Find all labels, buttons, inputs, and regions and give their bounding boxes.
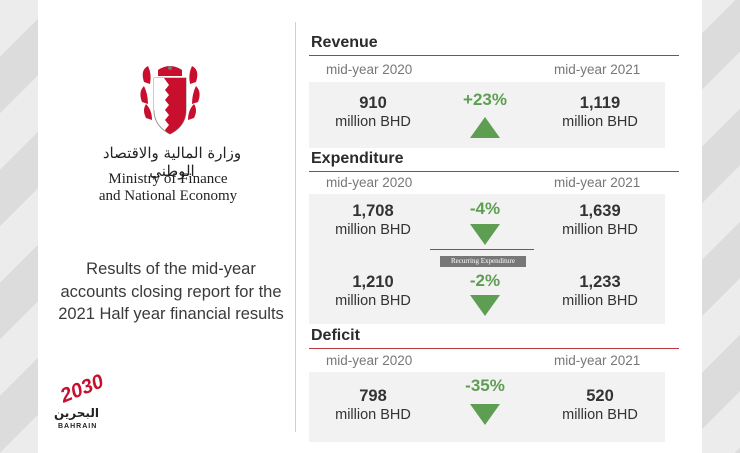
expenditure-2020-number: 1,708: [352, 202, 394, 220]
recurring-change: -2%: [469, 271, 501, 290]
revenue-2020-value: 910 million BHD: [318, 94, 428, 130]
expenditure-2021-value: 1,639 million BHD: [545, 202, 655, 238]
revenue-change: +23%: [463, 90, 507, 109]
expenditure-col-left: mid-year 2020: [326, 175, 413, 190]
vertical-divider: [295, 22, 296, 432]
deficit-2020-value: 798 million BHD: [318, 387, 428, 423]
deficit-title: Deficit: [311, 327, 360, 344]
recurring-2020-number: 1,210: [352, 273, 394, 291]
expenditure-title: Expenditure: [311, 150, 404, 167]
deficit-col-right: mid-year 2021: [554, 353, 641, 368]
ministry-arabic-name: وزارة المالية والاقتصاد الوطني: [102, 144, 242, 180]
vision-english: BAHRAIN: [58, 423, 98, 430]
expenditure-2020-unit: million BHD: [335, 222, 411, 238]
recurring-2020-unit: million BHD: [335, 293, 411, 309]
recurring-2021-unit: million BHD: [562, 293, 638, 309]
expenditure-rule: [309, 171, 679, 172]
ministry-english-name: Ministry of Finance and National Economy: [78, 171, 258, 205]
expenditure-2020-value: 1,708 million BHD: [318, 202, 428, 238]
revenue-2021-number: 1,119: [579, 94, 621, 112]
expenditure-2021-unit: million BHD: [562, 222, 638, 238]
revenue-2021-value: 1,119 million BHD: [545, 94, 655, 130]
bahrain-2030-logo: 2030 البحرين BAHRAIN: [52, 371, 124, 436]
arrow-up-icon: [470, 117, 500, 138]
expenditure-col-right: mid-year 2021: [554, 175, 641, 190]
recurring-rule: [430, 249, 534, 250]
arrow-down-icon: [470, 295, 500, 316]
arrow-down-icon: [470, 404, 500, 425]
vision-arabic: البحرين: [54, 406, 99, 420]
deficit-2021-number: 520: [586, 387, 614, 405]
recurring-2021-value: 1,233 million BHD: [545, 273, 655, 309]
vision-number: 2030: [57, 370, 107, 408]
revenue-2021-unit: million BHD: [562, 114, 638, 130]
ministry-name-line1: Ministry of Finance: [108, 171, 228, 187]
recurring-2021-number: 1,233: [579, 273, 621, 291]
recurring-expenditure-label: Recurring Expenditure: [440, 256, 526, 267]
revenue-2020-unit: million BHD: [335, 114, 411, 130]
revenue-2020-number: 910: [359, 94, 387, 112]
ministry-name-line2: and National Economy: [98, 188, 238, 204]
deficit-change: -35%: [465, 376, 505, 395]
expenditure-2021-number: 1,639: [579, 202, 621, 220]
deficit-2020-unit: million BHD: [335, 407, 411, 423]
revenue-col-right: mid-year 2021: [554, 62, 641, 77]
deficit-col-left: mid-year 2020: [326, 353, 413, 368]
arrow-down-icon: [470, 224, 500, 245]
intro-text: Results of the mid-year accounts closing…: [58, 260, 284, 323]
deficit-2021-value: 520 million BHD: [545, 387, 655, 423]
revenue-rule: [309, 55, 679, 56]
recurring-2020-value: 1,210 million BHD: [318, 273, 428, 309]
deficit-2021-unit: million BHD: [562, 407, 638, 423]
expenditure-change: -4%: [469, 199, 501, 218]
deficit-2020-number: 798: [359, 387, 387, 405]
revenue-col-left: mid-year 2020: [326, 62, 413, 77]
bahrain-coat-of-arms-icon: [140, 66, 200, 135]
deficit-rule: [309, 348, 679, 349]
revenue-title: Revenue: [311, 34, 378, 51]
